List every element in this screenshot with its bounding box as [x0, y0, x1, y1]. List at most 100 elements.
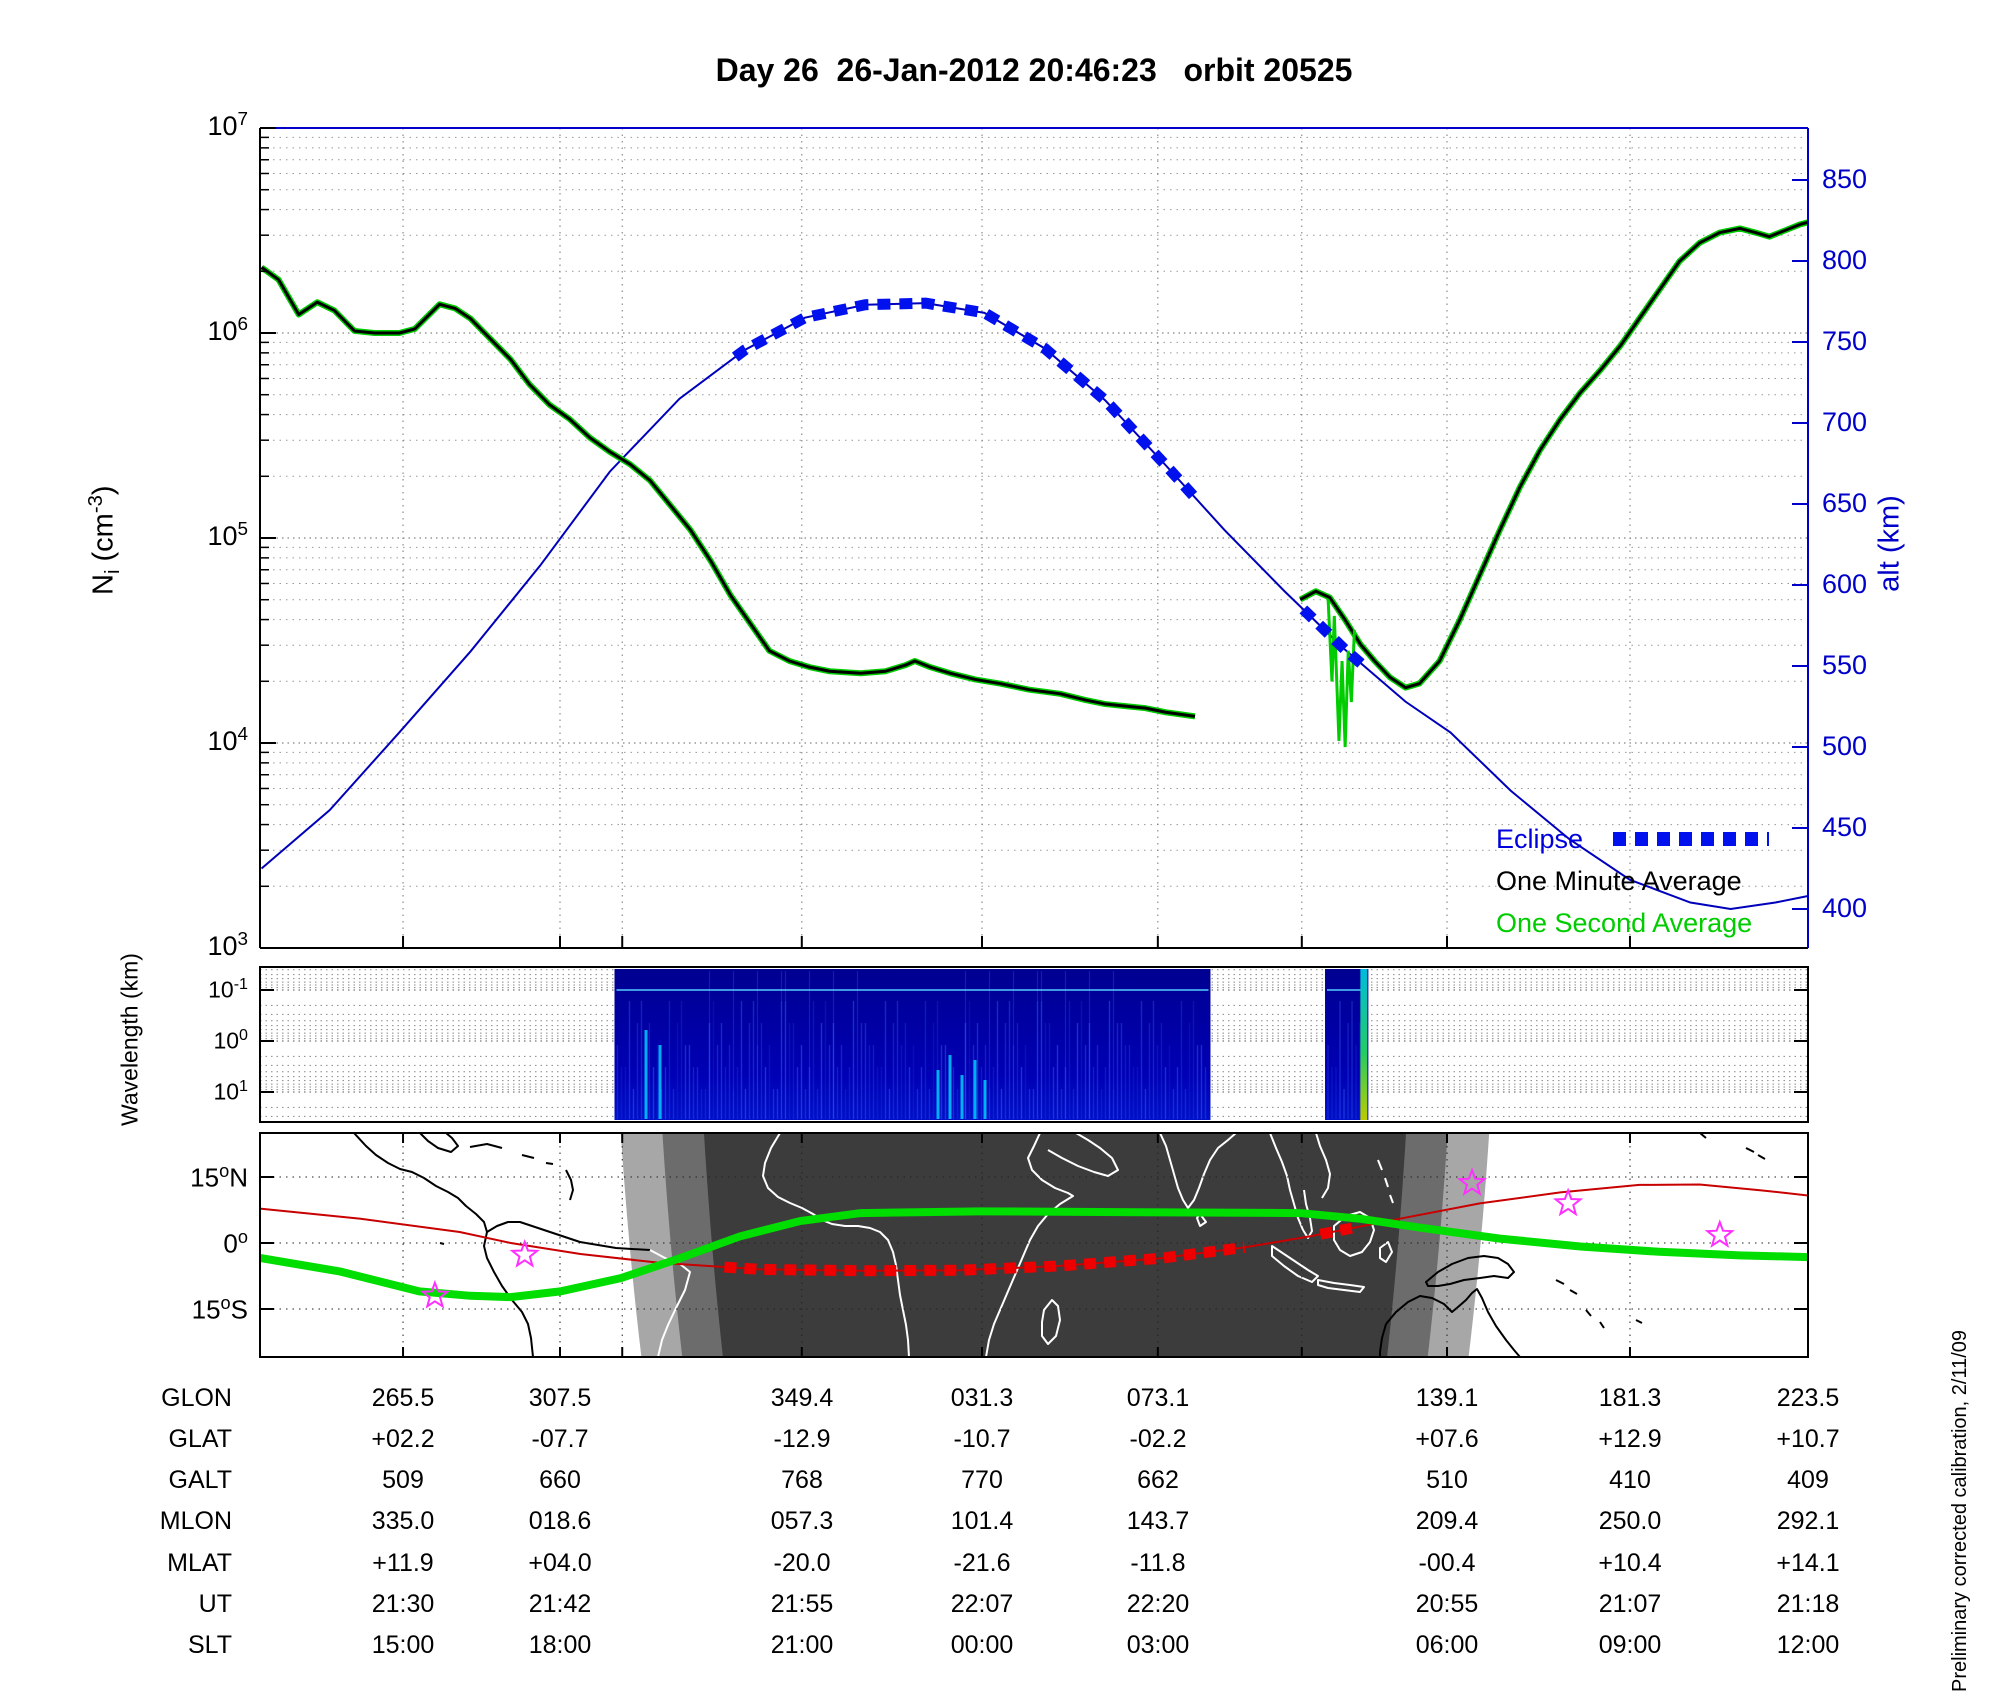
table-cell: 22:20	[1126, 1590, 1190, 1618]
table-cell: 06:00	[1415, 1631, 1479, 1659]
legend-minute-label: One Minute Average	[1496, 865, 1742, 896]
note-calibration: Preliminary corrected calibration, 2/11/…	[1949, 1329, 1971, 1692]
legend-second-label: One Second Average	[1496, 907, 1753, 938]
table-cell: 21:55	[770, 1590, 834, 1618]
table-cell: +04.0	[528, 1549, 592, 1577]
table-cell: -07.7	[531, 1425, 589, 1453]
table-cell: 031.3	[950, 1384, 1014, 1412]
legend-eclipse-swatch	[1613, 832, 1770, 846]
table-cell: 21:30	[371, 1590, 435, 1618]
table-cell: -12.9	[773, 1425, 831, 1453]
main-plot	[259, 127, 1809, 949]
table-cell: 250.0	[1598, 1507, 1662, 1535]
table-row-label: MLAT	[167, 1549, 232, 1577]
alt-tick: 600	[1822, 569, 1868, 599]
map-panel	[259, 1132, 1809, 1358]
table-cell: 21:42	[528, 1590, 592, 1618]
table-cell: 770	[961, 1466, 1003, 1494]
wavelength-tick: 101	[213, 1077, 248, 1105]
alt-axis-label: alt (km)	[1873, 495, 1906, 592]
alt-tick: 400	[1822, 893, 1868, 923]
table-row-label: GALT	[168, 1466, 232, 1494]
production-notes: Preliminary corrected calibration, 2/11/…	[1898, 1092, 2000, 1692]
alt-tick: 550	[1822, 650, 1868, 680]
table-cell: -00.4	[1418, 1549, 1476, 1577]
table-cell: 509	[382, 1466, 424, 1494]
table-cell: 209.4	[1415, 1507, 1479, 1535]
alt-tick: 700	[1822, 407, 1868, 437]
table-cell: 00:00	[950, 1631, 1014, 1659]
table-cell: 409	[1787, 1466, 1829, 1494]
table-cell: 21:07	[1598, 1590, 1662, 1618]
ground-station-star-icon	[1552, 1187, 1584, 1217]
ni-axis-label: Ni (cm-3)	[84, 485, 125, 596]
table-cell: +10.7	[1776, 1425, 1840, 1453]
table-cell: 265.5	[371, 1384, 435, 1412]
legend-row-eclipse: Eclipse	[1496, 818, 1771, 860]
table-cell: 018.6	[528, 1507, 592, 1535]
table-cell: 21:00	[770, 1631, 834, 1659]
table-cell: 21:18	[1776, 1590, 1840, 1618]
ni-tick: 106	[207, 314, 248, 346]
table-cell: 349.4	[770, 1384, 834, 1412]
table-cell: 073.1	[1126, 1384, 1190, 1412]
alt-tick: 750	[1822, 326, 1868, 356]
table-row-label: GLAT	[168, 1425, 232, 1453]
table-cell: 335.0	[371, 1507, 435, 1535]
table-cell: +11.9	[372, 1549, 434, 1577]
table-row-label: GLON	[161, 1384, 232, 1412]
legend-eclipse-label: Eclipse	[1496, 823, 1584, 854]
latitude-tick: 0o	[223, 1227, 248, 1259]
table-cell: 15:00	[371, 1631, 435, 1659]
table-cell: -11.8	[1130, 1549, 1186, 1577]
ni-tick: 104	[207, 724, 248, 756]
table-row-label: MLON	[159, 1507, 232, 1535]
table-cell: -20.0	[773, 1549, 831, 1577]
table-cell: 03:00	[1126, 1631, 1190, 1659]
wavelength-panel	[259, 966, 1809, 1123]
table-cell: +10.4	[1598, 1549, 1662, 1577]
table-cell: 292.1	[1776, 1507, 1840, 1535]
latitude-tick: 15oS	[191, 1293, 248, 1325]
alt-tick: 800	[1822, 245, 1868, 275]
legend-row-second: One Second Average	[1496, 902, 1771, 944]
ground-station-star-icon	[1456, 1167, 1488, 1197]
ni-tick: 105	[207, 519, 248, 551]
table-cell: 768	[781, 1466, 823, 1494]
table-row-label: SLT	[188, 1631, 232, 1659]
table-cell: 510	[1426, 1466, 1468, 1494]
legend-row-minute: One Minute Average	[1496, 860, 1771, 902]
table-cell: 20:55	[1415, 1590, 1479, 1618]
table-cell: -02.2	[1129, 1425, 1187, 1453]
ground-station-star-icon	[509, 1239, 540, 1268]
alt-tick: 450	[1822, 812, 1868, 842]
table-cell: 410	[1609, 1466, 1651, 1494]
alt-tick: 850	[1822, 164, 1868, 194]
table-cell: 660	[539, 1466, 581, 1494]
table-cell: 181.3	[1598, 1384, 1662, 1412]
figure-title: Day 26 26-Jan-2012 20:46:23 orbit 20525	[715, 52, 1353, 88]
table-cell: +14.1	[1776, 1549, 1840, 1577]
wavelength-tick: 100	[213, 1026, 248, 1054]
ni-tick: 107	[207, 109, 248, 141]
table-cell: 057.3	[770, 1507, 834, 1535]
table-cell: 662	[1137, 1466, 1179, 1494]
table-cell: +02.2	[371, 1425, 435, 1453]
table-cell: 09:00	[1598, 1631, 1662, 1659]
table-cell: 18:00	[528, 1631, 592, 1659]
ni-tick: 103	[207, 929, 248, 961]
table-cell: 12:00	[1776, 1631, 1840, 1659]
wavelength-tick: 10-1	[208, 975, 248, 1003]
latitude-tick: 15oN	[190, 1161, 248, 1193]
table-cell: 139.1	[1415, 1384, 1479, 1412]
ground-station-star-icon	[419, 1279, 451, 1309]
alt-tick: 500	[1822, 731, 1868, 761]
ground-station-star-icon	[1704, 1219, 1735, 1248]
table-cell: 143.7	[1126, 1507, 1190, 1535]
table-cell: 101.4	[950, 1507, 1014, 1535]
legend: Eclipse One Minute Average One Second Av…	[1496, 818, 1771, 944]
table-cell: 22:07	[950, 1590, 1014, 1618]
table-cell: +07.6	[1415, 1425, 1479, 1453]
table-cell: -10.7	[953, 1425, 1011, 1453]
